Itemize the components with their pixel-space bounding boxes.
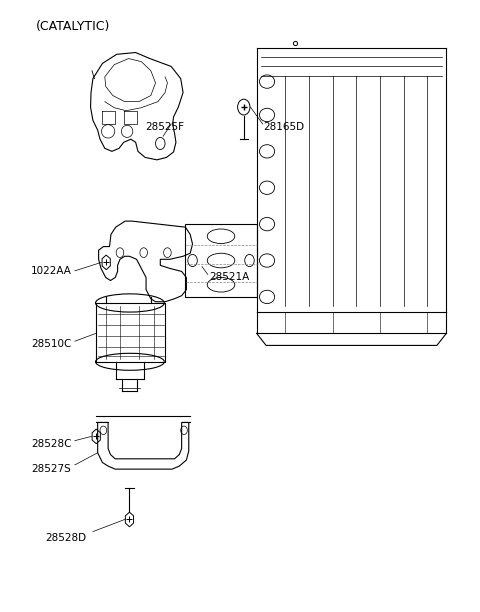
Text: 28521A: 28521A — [209, 272, 250, 282]
Text: 28528C: 28528C — [31, 439, 72, 449]
Text: (CATALYTIC): (CATALYTIC) — [36, 20, 110, 33]
Text: 28528D: 28528D — [46, 532, 86, 543]
Text: 28525F: 28525F — [145, 122, 184, 132]
Text: 28510C: 28510C — [31, 338, 72, 349]
Text: 1022AA: 1022AA — [31, 266, 72, 276]
Text: 28165D: 28165D — [264, 122, 305, 132]
Text: 28527S: 28527S — [31, 463, 71, 474]
